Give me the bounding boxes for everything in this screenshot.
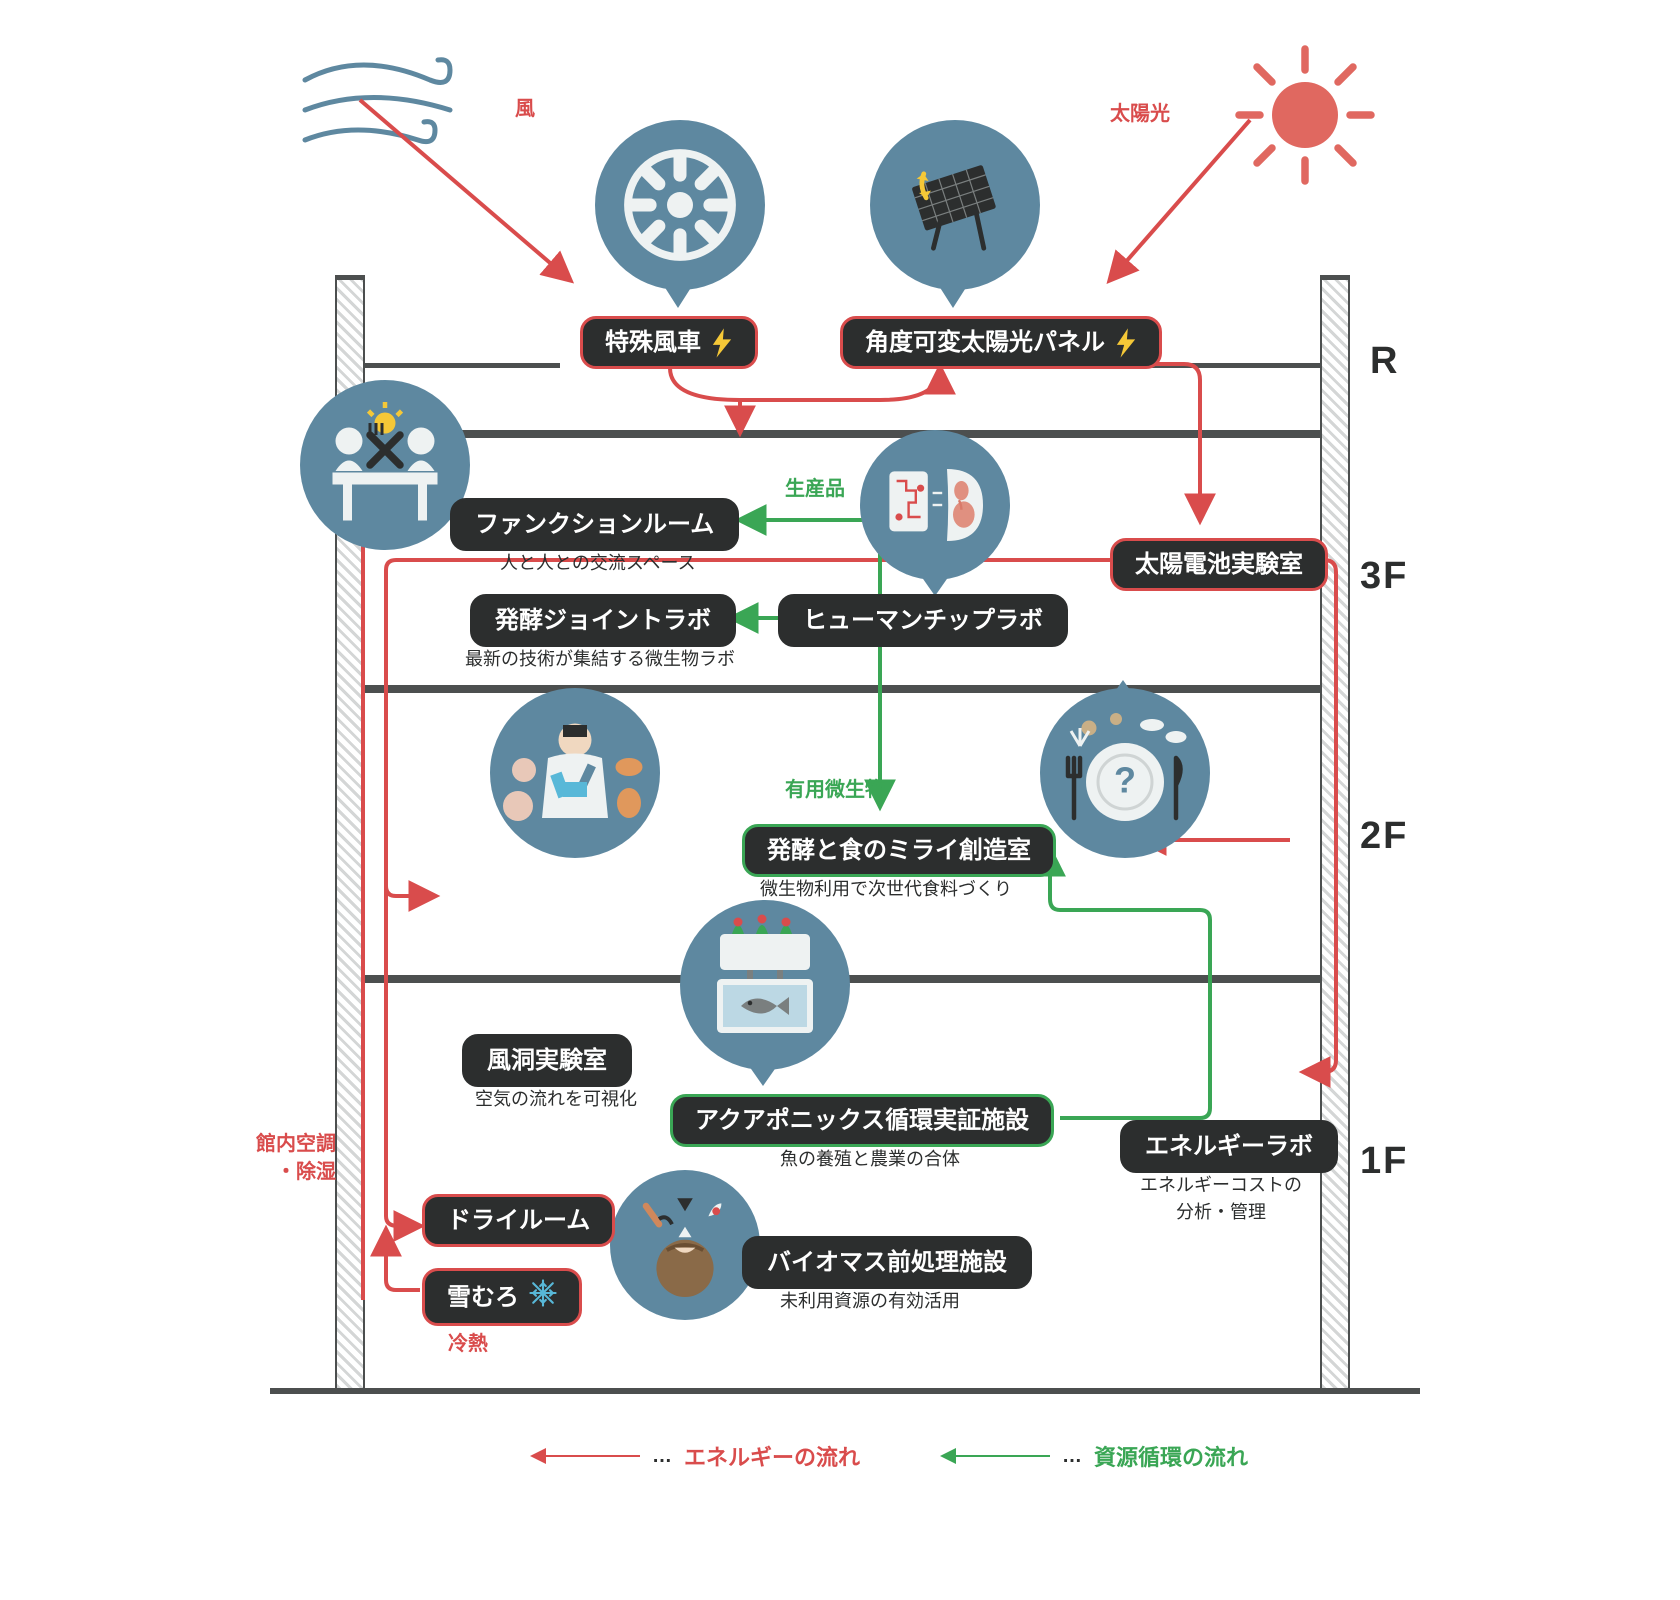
caption-microbe: 有用微生物 <box>785 776 885 804</box>
box-dry-room: ドライルーム <box>422 1194 615 1247</box>
legend-energy-label: エネルギーの流れ <box>684 1440 860 1472</box>
scientist-icon <box>490 688 660 858</box>
legend-energy: … エネルギーの流れ <box>530 1440 860 1472</box>
floor-label-1f: 1F <box>1360 1140 1408 1183</box>
solar-panel-bubble-tail <box>939 286 967 308</box>
box-dry-room-label: ドライルーム <box>447 1205 590 1236</box>
wall-cap-left <box>335 275 365 280</box>
solar-panel-icon <box>870 120 1040 290</box>
sub-wind-tunnel: 空気の流れを可視化 <box>475 1086 637 1113</box>
legend-dots: … <box>1062 1442 1082 1470</box>
box-solar-lab-label: 太陽電池実験室 <box>1135 549 1303 580</box>
caption-products: 生産品 <box>785 475 845 503</box>
box-wind-tunnel: 風洞実験室 <box>462 1034 632 1087</box>
legend-resource: … 資源循環の流れ <box>940 1440 1248 1472</box>
turbine-icon <box>595 120 765 290</box>
box-ferm-lab-label: 発酵ジョイントラボ <box>495 605 711 636</box>
sub-energy-lab: エネルギーコストの 分析・管理 <box>1140 1172 1302 1226</box>
box-snow-cave: 雪むろ <box>422 1268 582 1326</box>
box-wind-turbine-label: 特殊風車 <box>605 327 701 358</box>
sub-ferm-food: 微生物利用で次世代食料づくり <box>760 876 1012 903</box>
human-chip-icon <box>860 430 1010 580</box>
legend-dots: … <box>652 1442 672 1470</box>
box-aquaponics-label: アクアポニックス循環実証施設 <box>695 1105 1029 1136</box>
bolt-icon <box>1115 328 1137 358</box>
box-snow-cave-label: 雪むろ <box>447 1282 519 1313</box>
floor-2-slab <box>365 685 1320 693</box>
sun-icon <box>1230 40 1380 190</box>
box-solar-lab: 太陽電池実験室 <box>1110 538 1328 591</box>
wall-right <box>1320 280 1350 1388</box>
wind-icon <box>300 40 480 160</box>
sub-biomass: 未利用資源の有効活用 <box>780 1288 960 1315</box>
caption-wind: 風 <box>515 95 535 123</box>
snowflake-icon <box>529 1279 557 1315</box>
wall-cap-right <box>1320 275 1350 280</box>
sub-function-room: 人と人との交流スペース <box>500 550 696 577</box>
sub-ferm-lab: 最新の技術が集結する微生物ラボ <box>465 646 735 673</box>
caption-sun: 太陽光 <box>1110 100 1170 128</box>
plate-bubble-tail <box>1109 680 1137 700</box>
box-ferm-food-label: 発酵と食のミライ創造室 <box>767 835 1031 866</box>
dining-icon <box>300 380 470 550</box>
human-chip-bubble-tail <box>921 576 949 596</box>
box-biomass-label: バイオマス前処理施設 <box>767 1247 1007 1278</box>
box-aquaponics: アクアポニックス循環実証施設 <box>670 1094 1054 1147</box>
bolt-icon <box>711 328 733 358</box>
box-energy-lab: エネルギーラボ <box>1120 1120 1338 1173</box>
caption-hvac: 館内空調 ・除湿 <box>256 1130 336 1186</box>
box-function-room: ファンクションルーム <box>450 498 739 551</box>
box-wind-turbine: 特殊風車 <box>580 316 758 369</box>
box-solar-panel: 角度可変太陽光パネル <box>840 316 1162 369</box>
aquaponics-bubble-tail <box>749 1066 777 1086</box>
floor-label-r: R <box>1370 340 1399 383</box>
box-wind-tunnel-label: 風洞実験室 <box>487 1045 607 1076</box>
box-ferm-food: 発酵と食のミライ創造室 <box>742 824 1056 877</box>
box-ferm-lab: 発酵ジョイントラボ <box>470 594 736 647</box>
turbine-bubble-tail <box>664 286 692 308</box>
box-biomass: バイオマス前処理施設 <box>742 1236 1032 1289</box>
box-human-chip: ヒューマンチップラボ <box>778 594 1068 647</box>
floor-3-slab <box>365 430 1320 438</box>
floor-label-3f: 3F <box>1360 555 1408 598</box>
sub-aquaponics: 魚の養殖と農業の合体 <box>780 1146 960 1173</box>
plate-question-icon: ? <box>1040 688 1210 858</box>
svg-text:?: ? <box>1114 760 1136 801</box>
legend-resource-label: 資源循環の流れ <box>1094 1440 1248 1472</box>
box-human-chip-label: ヒューマンチップラボ <box>803 605 1043 636</box>
box-function-room-label: ファンクションルーム <box>475 509 714 540</box>
roof-left <box>365 363 560 368</box>
ground-line <box>270 1388 1420 1394</box>
box-solar-panel-label: 角度可変太陽光パネル <box>865 327 1105 358</box>
caption-coolheat: 冷熱 <box>448 1330 488 1358</box>
floor-label-2f: 2F <box>1360 815 1408 858</box>
box-energy-lab-label: エネルギーラボ <box>1145 1131 1313 1162</box>
compost-icon <box>610 1170 760 1320</box>
aquaponics-icon <box>680 900 850 1070</box>
